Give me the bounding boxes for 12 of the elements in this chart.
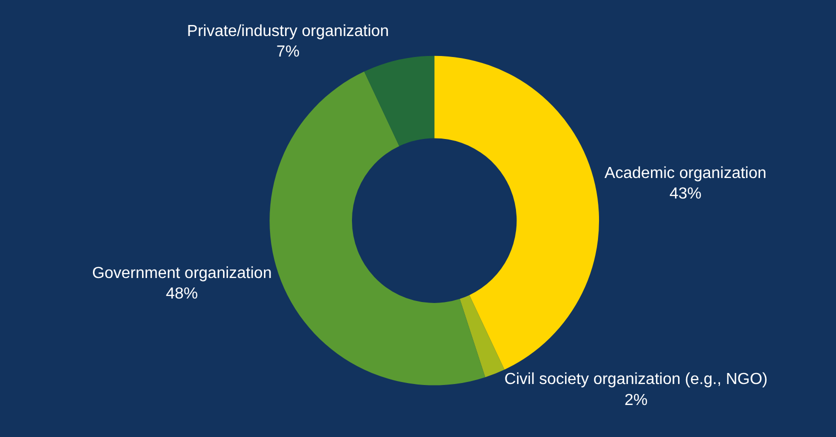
donut-slice [434, 56, 599, 370]
donut-slice [364, 56, 434, 146]
data-label: 43% [669, 186, 702, 203]
slice-label: Government organization [92, 264, 272, 282]
slice-label: Academic organization [604, 164, 766, 182]
data-label: 7% [276, 44, 300, 61]
slice-label: Civil society organization (e.g., NGO) [504, 371, 768, 388]
data-label: 2% [624, 392, 648, 409]
slice-label: Private/industry organization [187, 22, 389, 40]
donut-slice [460, 295, 504, 378]
donut-slice [270, 72, 486, 385]
data-label: 48% [166, 286, 198, 303]
